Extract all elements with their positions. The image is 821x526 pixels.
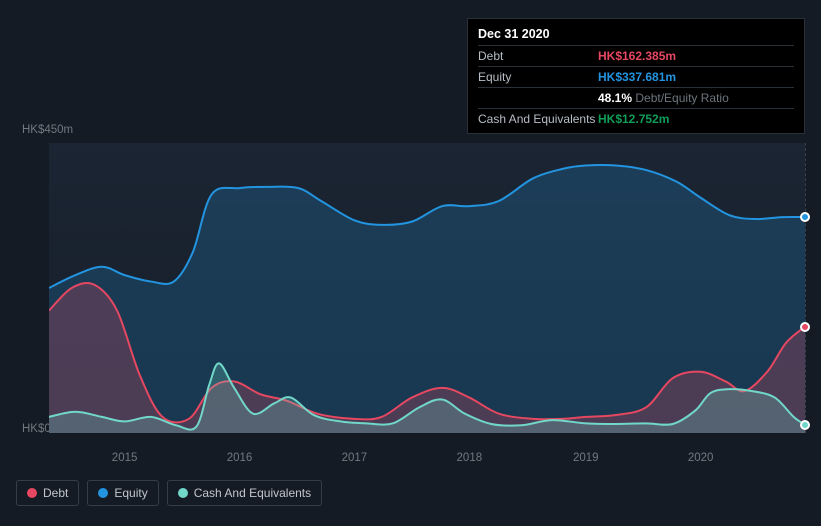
tooltip-date: Dec 31 2020 [478,25,794,45]
tooltip-row-equity: Equity HK$337.681m [478,66,794,87]
hover-guideline [805,143,806,433]
ratio-percent: 48.1% [598,91,632,105]
debt-equity-chart[interactable]: HK$450m HK$0 201520162017201820192020 [16,118,805,444]
plot-svg [49,143,805,433]
tooltip-row-cash: Cash And Equivalents HK$12.752m [478,108,794,129]
legend-item-debt[interactable]: Debt [16,480,79,506]
tooltip-value-ratio: 48.1% Debt/Equity Ratio [598,91,729,105]
ratio-label: Debt/Equity Ratio [635,91,728,105]
legend-label-debt: Debt [43,486,68,500]
tooltip-label-ratio [478,91,598,105]
tooltip-value-equity: HK$337.681m [598,70,676,84]
tooltip-row-ratio: 48.1% Debt/Equity Ratio [478,87,794,108]
legend-label-equity: Equity [114,486,147,500]
x-tick: 2015 [112,452,138,464]
x-tick: 2018 [457,452,483,464]
marker-debt [800,322,810,332]
x-tick: 2017 [342,452,368,464]
tooltip-label-cash: Cash And Equivalents [478,112,598,126]
plot-area[interactable] [49,143,805,433]
y-axis-top-label: HK$450m [22,124,73,136]
chart-tooltip: Dec 31 2020 Debt HK$162.385m Equity HK$3… [467,18,805,134]
legend-item-equity[interactable]: Equity [87,480,158,506]
legend-swatch-debt [27,488,37,498]
tooltip-value-cash: HK$12.752m [598,112,669,126]
legend-item-cash[interactable]: Cash And Equivalents [167,480,322,506]
legend-swatch-cash [178,488,188,498]
x-tick: 2016 [227,452,253,464]
y-axis-bottom-label: HK$0 [22,423,51,435]
chart-legend: Debt Equity Cash And Equivalents [16,480,322,506]
tooltip-label-equity: Equity [478,70,598,84]
marker-equity [800,212,810,222]
tooltip-value-debt: HK$162.385m [598,49,676,63]
tooltip-row-debt: Debt HK$162.385m [478,45,794,66]
x-tick: 2020 [688,452,714,464]
x-tick: 2019 [573,452,599,464]
legend-swatch-equity [98,488,108,498]
x-axis: 201520162017201820192020 [49,438,805,458]
marker-cash [800,420,810,430]
tooltip-label-debt: Debt [478,49,598,63]
legend-label-cash: Cash And Equivalents [194,486,311,500]
